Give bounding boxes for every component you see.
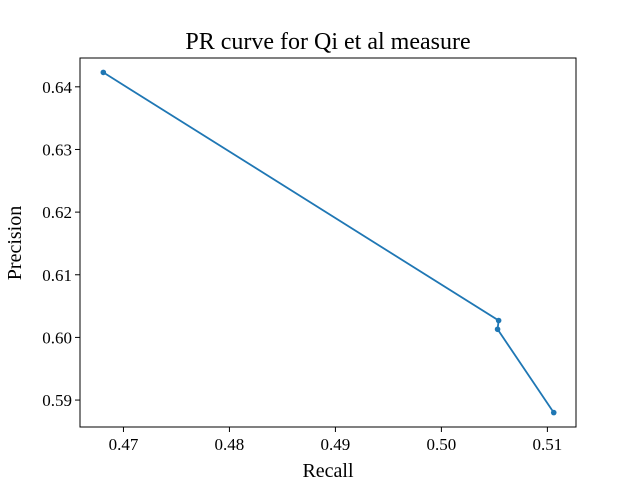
y-axis-label: Precision: [4, 206, 26, 280]
y-tick-label: 0.64: [42, 78, 72, 97]
series-layer: [100, 69, 557, 416]
chart-title: PR curve for Qi et al measure: [185, 29, 470, 55]
series-line: [102, 71, 555, 414]
x-axis-ticks: 0.47 0.48 0.49 0.50 0.51: [109, 427, 563, 454]
x-tick-label: 0.48: [215, 435, 245, 454]
data-point: [550, 409, 557, 416]
x-tick-label: 0.51: [533, 435, 563, 454]
x-tick-label: 0.50: [427, 435, 457, 454]
x-tick-label: 0.47: [109, 435, 139, 454]
y-tick-label: 0.62: [42, 203, 72, 222]
data-point: [100, 69, 107, 76]
x-axis-label: Recall: [302, 460, 354, 480]
plot-frame: [79, 57, 577, 428]
x-tick-label: 0.49: [321, 435, 351, 454]
y-tick-label: 0.59: [42, 391, 72, 410]
y-tick-label: 0.63: [42, 140, 72, 159]
y-tick-label: 0.61: [42, 266, 72, 285]
data-point: [494, 326, 501, 333]
data-point: [495, 317, 502, 324]
y-axis-ticks: 0.59 0.60 0.61 0.62 0.63 0.64: [42, 78, 80, 410]
y-tick-label: 0.60: [42, 328, 72, 347]
